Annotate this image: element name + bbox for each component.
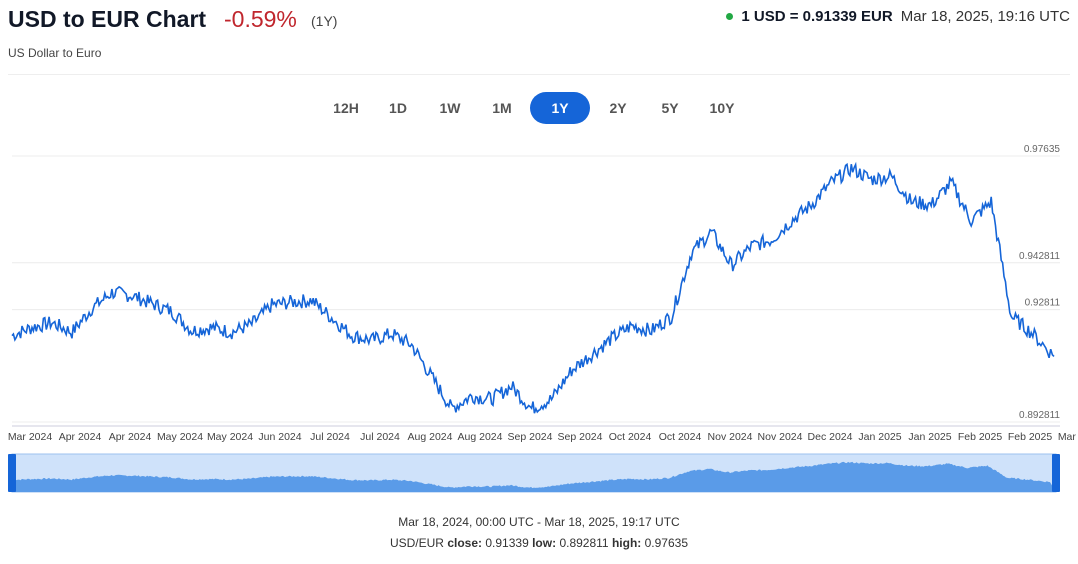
y-axis-labels: 0.97635 0.942811 0.92811 0.892811: [1019, 144, 1060, 421]
x-tick-label: Feb 2025: [958, 431, 1003, 443]
x-tick-label: Nov 2024: [758, 431, 803, 443]
live-dot-icon: [726, 13, 734, 20]
high-label: high:: [611, 536, 642, 550]
x-axis-labels: Mar 2024 Apr 2024 Apr 2024 May 2024 May 2024…: [8, 431, 1078, 443]
page-title: USD to EUR Chart: [8, 6, 207, 32]
x-tick-label: May 2024: [157, 431, 203, 443]
live-rate: 1 USD = 0.91339 EUR Mar 18, 2025, 19:16 …: [726, 8, 1070, 25]
rate-value: 1 USD = 0.91339 EUR: [741, 8, 893, 25]
x-tick-label: Oct 2024: [609, 431, 652, 443]
pair-subtitle: US Dollar to Euro: [8, 46, 102, 60]
y-tick-label: 0.92811: [1025, 298, 1061, 309]
date-range-text: Mar 18, 2024, 00:00 UTC - Mar 18, 2025, …: [398, 515, 680, 529]
x-tick-label: Apr 2024: [109, 431, 152, 443]
x-tick-label: May 2024: [207, 431, 253, 443]
x-tick-label: Nov 2024: [708, 431, 753, 443]
x-tick-label: Mar 2025: [1058, 431, 1078, 443]
x-tick-label: Mar 2024: [8, 431, 53, 443]
navigator-handle-right[interactable]: [1052, 454, 1060, 492]
navigator-handle-left[interactable]: [8, 454, 16, 492]
chart-header: USD to EUR Chart -0.59% (1Y) US Dollar t…: [8, 4, 1070, 75]
low-value: 0.892811: [559, 536, 609, 550]
series-line: [11, 161, 1055, 414]
y-tick-label: 0.892811: [1019, 410, 1060, 421]
range-button-12h[interactable]: 12H: [333, 100, 359, 116]
y-tick-label: 0.97635: [1024, 144, 1061, 155]
x-tick-label: Jan 2025: [858, 431, 901, 443]
low-label: low:: [532, 536, 557, 550]
x-tick-label: Dec 2024: [808, 431, 853, 443]
x-tick-label: Aug 2024: [408, 431, 453, 443]
price-chart[interactable]: 0.97635 0.942811 0.92811 0.892811 Mar 2024 A…: [0, 140, 1078, 500]
range-button-10y[interactable]: 10Y: [709, 100, 735, 116]
pair-label: USD/EUR: [389, 536, 444, 550]
x-tick-label: Jan 2025: [908, 431, 951, 443]
chart-grid: [12, 155, 1060, 427]
close-value: 0.91339: [485, 536, 529, 550]
change-period: (1Y): [311, 13, 338, 29]
x-tick-label: Jul 2024: [360, 431, 400, 443]
change-percent: -0.59%: [224, 6, 297, 32]
close-label: close:: [447, 536, 483, 550]
range-button-1y[interactable]: 1Y: [530, 92, 590, 124]
range-button-1d[interactable]: 1D: [389, 100, 407, 116]
x-tick-label: Jun 2024: [258, 431, 301, 443]
range-button-2y[interactable]: 2Y: [609, 100, 627, 116]
range-navigator[interactable]: [8, 453, 1060, 493]
x-tick-label: Aug 2024: [458, 431, 503, 443]
range-selector: 12H 1D 1W 1M 1Y 2Y 5Y 10Y: [322, 92, 746, 124]
range-button-1m[interactable]: 1M: [492, 100, 512, 116]
range-button-1w[interactable]: 1W: [439, 100, 461, 116]
x-tick-label: Jul 2024: [310, 431, 350, 443]
rate-timestamp: Mar 18, 2025, 19:16 UTC: [900, 8, 1070, 25]
range-button-5y[interactable]: 5Y: [661, 100, 679, 116]
x-tick-label: Apr 2024: [59, 431, 102, 443]
x-tick-label: Oct 2024: [659, 431, 702, 443]
x-tick-label: Feb 2025: [1008, 431, 1053, 443]
ohlc-summary: USD/EUR close: 0.91339 low: 0.892811 hig…: [0, 536, 1078, 550]
x-tick-label: Sep 2024: [508, 431, 553, 443]
navigator-area: [12, 461, 1056, 492]
x-tick-label: Sep 2024: [558, 431, 603, 443]
y-tick-label: 0.942811: [1019, 251, 1060, 262]
high-value: 0.97635: [644, 536, 689, 550]
